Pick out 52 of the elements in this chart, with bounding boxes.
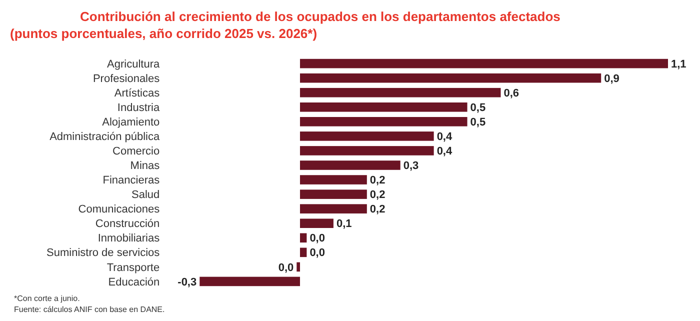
data-label: 0,5 xyxy=(470,116,486,129)
y-tick-label: Alojamiento xyxy=(102,116,160,129)
data-label: 1,1 xyxy=(671,58,686,70)
bar xyxy=(300,233,307,243)
bar xyxy=(296,262,300,272)
source-note: Fuente: cálculos ANIF con base en DANE. xyxy=(14,305,165,314)
y-tick-label: Construcción xyxy=(95,218,160,230)
data-label: 0,2 xyxy=(370,204,386,216)
y-tick-label: Minas xyxy=(130,160,160,172)
y-tick-label: Artísticas xyxy=(114,87,160,100)
bar xyxy=(300,102,468,112)
y-tick-label: Salud xyxy=(131,189,160,202)
bar xyxy=(300,190,367,199)
data-label: 0,0 xyxy=(278,262,294,274)
bar xyxy=(300,218,334,228)
y-tick-label: Transporte xyxy=(106,262,160,274)
chart-subtitle: (puntos porcentuales, año corrido 2025 vs. 2026*) xyxy=(10,26,318,41)
chart-title: Contribución al crecimiento de los ocupados en los departamentos afectados xyxy=(80,9,560,24)
y-tick-label: Industria xyxy=(117,102,161,114)
y-tick-label: Agricultura xyxy=(107,58,161,70)
data-label: 0,1 xyxy=(336,218,352,230)
data-label: 0,4 xyxy=(436,131,453,144)
data-label: 0,9 xyxy=(604,72,620,85)
data-label: 0,0 xyxy=(310,247,325,260)
y-tick-label: Financieras xyxy=(102,174,160,187)
y-tick-label: Inmobiliarias xyxy=(98,232,160,245)
bar xyxy=(300,73,602,83)
bar xyxy=(300,204,367,214)
y-tick-label: Comunicaciones xyxy=(78,204,160,216)
data-label: 0,2 xyxy=(370,189,386,202)
data-label: 0,2 xyxy=(370,174,386,187)
data-label: -0,3 xyxy=(178,276,197,288)
bar xyxy=(300,58,668,68)
y-tick-label: Comercio xyxy=(112,146,160,158)
y-tick-label: Suministro de servicios xyxy=(46,247,160,260)
bar xyxy=(300,175,367,184)
data-label: 0,3 xyxy=(403,160,419,172)
data-label: 0,0 xyxy=(310,232,325,245)
data-label: 0,4 xyxy=(436,146,453,158)
bar xyxy=(300,248,307,258)
y-tick-label: Profesionales xyxy=(92,72,160,85)
bar xyxy=(300,146,434,156)
data-label: 0,6 xyxy=(504,87,520,100)
y-tick-label: Educación xyxy=(108,276,160,288)
bar xyxy=(300,88,501,98)
bar xyxy=(300,160,400,170)
bar xyxy=(300,132,434,141)
bar xyxy=(300,117,468,126)
data-label: 0,5 xyxy=(470,102,486,114)
y-tick-label: Administración pública xyxy=(50,131,161,144)
text: *Con corte a junio. xyxy=(14,294,80,303)
bar xyxy=(200,276,300,286)
